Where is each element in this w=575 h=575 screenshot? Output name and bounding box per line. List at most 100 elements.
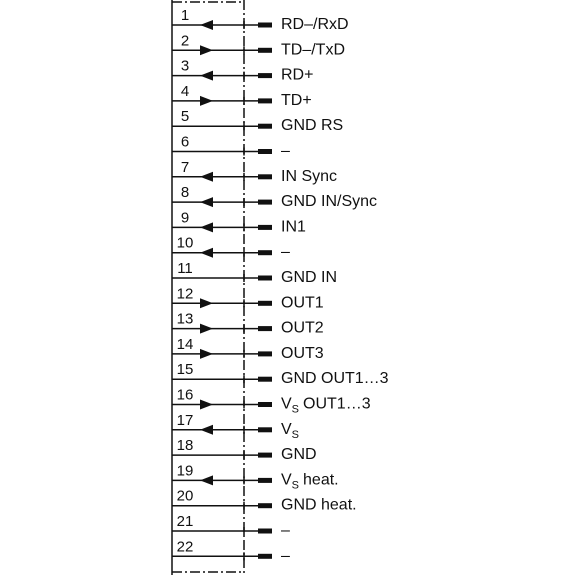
label-main: –	[281, 143, 290, 160]
label-main: TD–/TxD	[281, 42, 345, 59]
pin-number: 14	[177, 336, 194, 353]
pin-label: –	[281, 522, 290, 539]
pin-terminal	[258, 47, 272, 53]
pin-label: VS OUT1…3	[281, 396, 371, 416]
pin-label: RD+	[281, 67, 313, 84]
label-main: V	[281, 396, 292, 413]
pin-terminal	[258, 300, 272, 306]
pin-label: GND heat.	[281, 497, 357, 514]
pin-number: 2	[181, 32, 189, 49]
arrow-out	[200, 45, 213, 56]
label-main: –	[281, 548, 290, 565]
pin-terminal	[258, 376, 272, 382]
label-suffix: OUT1…3	[303, 396, 371, 413]
pin-label: GND RS	[281, 117, 343, 134]
pin-terminal	[258, 22, 272, 28]
pin-label: TD–/TxD	[281, 42, 345, 59]
pin-label: IN1	[281, 219, 306, 236]
label-main: GND	[281, 446, 317, 463]
pin-label: TD+	[281, 92, 312, 109]
pin-terminal	[258, 553, 272, 559]
pin-number: 8	[181, 184, 189, 201]
label-main: GND IN	[281, 269, 337, 286]
pin-number: 21	[177, 513, 194, 530]
pin-number: 16	[177, 386, 194, 403]
label-main: V	[281, 472, 292, 489]
pin-label: OUT3	[281, 345, 324, 362]
arrow-in	[200, 222, 213, 233]
pin-label: OUT2	[281, 320, 324, 337]
pin-label: GND OUT1…3	[281, 370, 389, 387]
arrow-out	[200, 298, 213, 309]
pin-terminal	[258, 224, 272, 230]
label-main: GND OUT1…3	[281, 370, 389, 387]
arrow-in	[200, 171, 213, 182]
pin-number: 10	[177, 235, 194, 252]
pin-number: 15	[177, 361, 194, 378]
label-main: –	[281, 522, 290, 539]
pin-label: VS	[281, 421, 299, 441]
label-main: V	[281, 421, 292, 438]
arrow-out	[200, 323, 213, 334]
pin-label: IN Sync	[281, 168, 337, 185]
pin-number: 13	[177, 311, 194, 328]
pin-label: –	[281, 548, 290, 565]
label-main: TD+	[281, 92, 312, 109]
label-main: GND heat.	[281, 497, 357, 514]
pin-number: 11	[177, 260, 193, 277]
arrow-out	[200, 348, 213, 359]
arrow-in	[200, 70, 213, 81]
arrow-in	[200, 247, 213, 258]
arrow-in	[200, 20, 213, 30]
pin-terminal	[258, 452, 272, 458]
arrow-in	[200, 475, 213, 486]
pin-terminal	[258, 98, 272, 104]
pin-number: 22	[177, 538, 194, 555]
pin-terminal	[258, 250, 272, 256]
label-sub: S	[292, 429, 299, 441]
pin-label: RD–/RxD	[281, 16, 349, 33]
pin-label: GND IN/Sync	[281, 193, 377, 210]
pin-number: 7	[181, 159, 189, 176]
pin-terminal	[258, 199, 272, 205]
pin-label: GND	[281, 446, 317, 463]
label-main: OUT2	[281, 320, 324, 337]
label-main: GND RS	[281, 117, 343, 134]
arrow-in	[200, 424, 213, 435]
pin-number: 3	[181, 58, 189, 75]
arrow-out	[200, 95, 213, 106]
arrow-in	[200, 197, 213, 208]
pin-terminal	[258, 123, 272, 129]
pin-terminal	[258, 351, 272, 357]
pin-terminal	[258, 402, 272, 407]
pin-number: 18	[177, 437, 194, 454]
pin-number: 17	[177, 412, 194, 429]
label-main: IN Sync	[281, 168, 337, 185]
pin-label: VS heat.	[281, 472, 339, 492]
pin-number: 5	[181, 108, 189, 125]
label-main: OUT1	[281, 295, 324, 312]
label-main: –	[281, 244, 290, 261]
arrow-out	[200, 399, 213, 410]
pin-terminal	[258, 149, 272, 154]
label-sub: S	[292, 479, 299, 491]
pin-terminal	[258, 528, 272, 534]
pin-number: 4	[181, 83, 189, 100]
pin-terminal	[258, 174, 272, 180]
pin-number: 20	[177, 488, 194, 505]
pin-terminal	[258, 427, 272, 433]
pin-terminal	[258, 477, 272, 483]
label-main: RD–/RxD	[281, 16, 349, 33]
pin-label: OUT1	[281, 295, 324, 312]
pin-terminal	[258, 73, 272, 79]
label-main: GND IN/Sync	[281, 193, 377, 210]
pin-number: 12	[177, 285, 194, 302]
pin-number: 6	[181, 133, 189, 150]
pin-label: –	[281, 244, 290, 261]
label-main: IN1	[281, 219, 306, 236]
pin-number: 1	[181, 7, 189, 24]
pin-number: 9	[181, 209, 189, 226]
label-sub: S	[292, 403, 299, 415]
pin-number: 19	[177, 462, 194, 479]
